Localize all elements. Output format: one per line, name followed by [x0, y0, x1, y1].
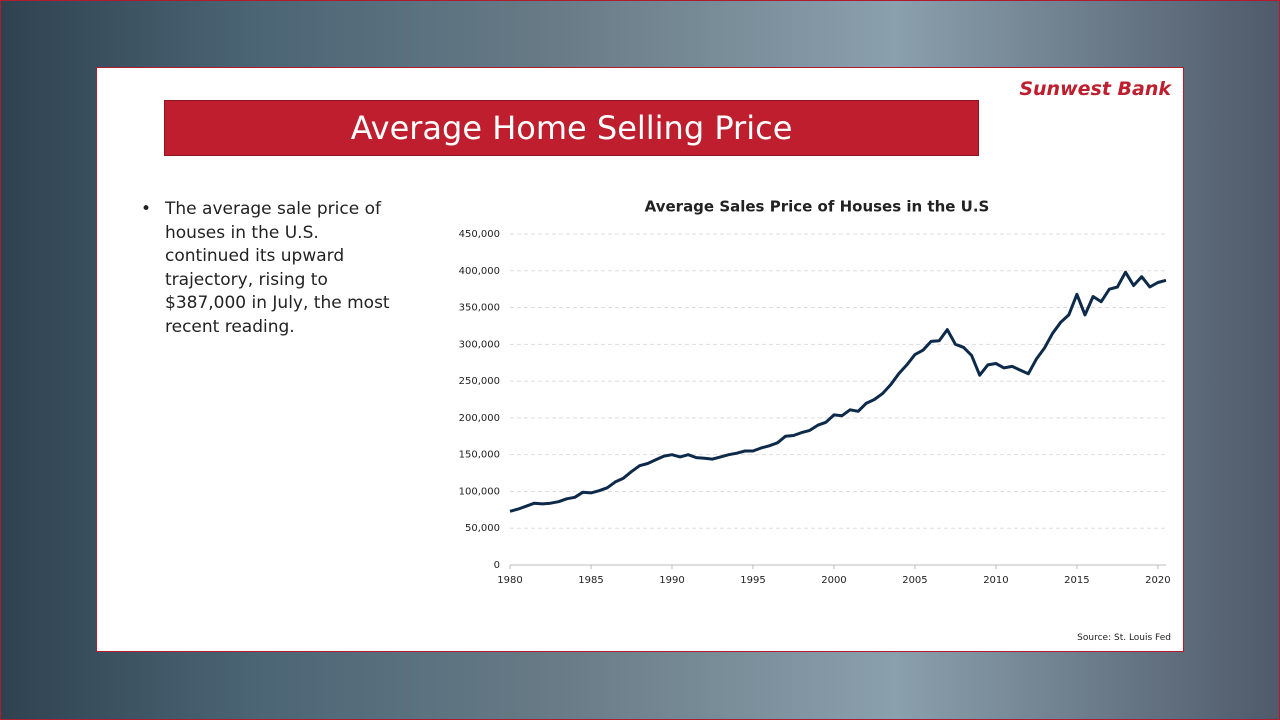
y-tick-label: 450,000 — [459, 229, 500, 240]
x-tick-label: 2010 — [983, 575, 1008, 586]
x-tick-label: 2000 — [821, 575, 846, 586]
x-tick-label: 1980 — [497, 575, 522, 586]
logo: Sunwest Bank — [1019, 78, 1171, 100]
chart-title: Average Sales Price of Houses in the U.S — [645, 198, 990, 216]
y-tick-label: 250,000 — [459, 376, 500, 387]
x-tick-label: 1985 — [578, 575, 603, 586]
price-line — [509, 270, 1167, 513]
slide-title: Average Home Selling Price — [164, 100, 979, 156]
y-tick-label: 100,000 — [459, 486, 500, 497]
x-tick-label: 1995 — [740, 575, 765, 586]
y-tick-label: 350,000 — [459, 303, 500, 314]
x-tick-label: 2005 — [902, 575, 927, 586]
x-tick-label: 2020 — [1145, 575, 1170, 586]
y-tick-label: 200,000 — [459, 413, 500, 424]
y-tick-label: 50,000 — [465, 523, 500, 534]
y-tick-label: 0 — [494, 560, 500, 571]
bullet-text: The average sale price of houses in the … — [141, 198, 405, 339]
slide: Average Home Selling Price Sunwest Bank … — [96, 67, 1184, 652]
x-tick-label: 1990 — [659, 575, 684, 586]
y-tick-label: 150,000 — [459, 450, 500, 461]
y-tick-label: 300,000 — [459, 339, 500, 350]
source-note: Source: St. Louis Fed — [1077, 633, 1171, 643]
x-tick-label: 2015 — [1064, 575, 1089, 586]
y-tick-label: 400,000 — [459, 266, 500, 277]
